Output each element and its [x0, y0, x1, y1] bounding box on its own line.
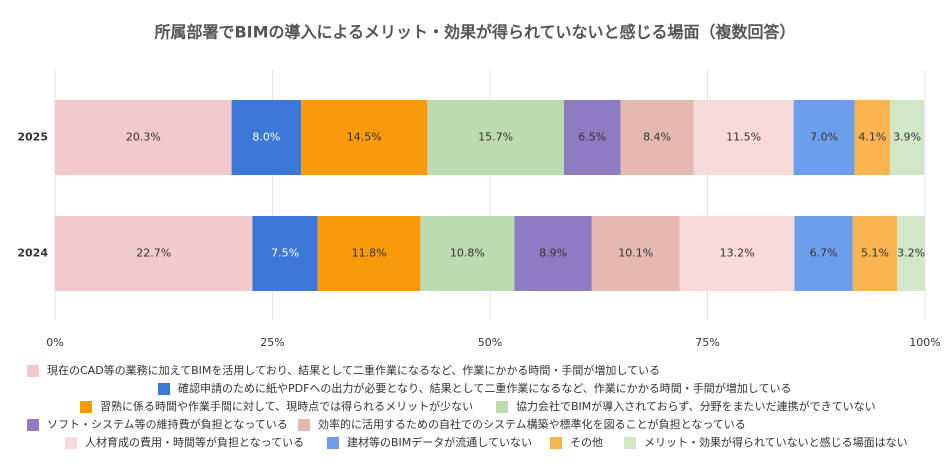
value-label: 3.9%: [893, 131, 921, 144]
legend-swatch: [550, 437, 562, 449]
value-label: 10.1%: [618, 247, 653, 260]
value-label: 7.0%: [810, 131, 838, 144]
legend-label: 確認申請のために紙やPDFへの出力が必要となり、結果として二重作業になるなど、作…: [178, 381, 791, 395]
bar-segment: [231, 100, 302, 175]
legend-label: ソフト・システム等の維持費が負担となっている: [47, 417, 288, 431]
value-label: 5.1%: [861, 247, 889, 260]
bar-segment: [852, 216, 898, 291]
legend-label: 人材育成の費用・時間等が負担となっている: [85, 435, 304, 449]
legend-swatch: [496, 401, 508, 413]
legend-swatch: [327, 437, 339, 449]
legend-swatch: [624, 437, 636, 449]
value-label: 7.5%: [271, 247, 299, 260]
bar-segment: [55, 216, 253, 291]
x-tick-label: 100%: [909, 336, 940, 349]
chart-title: 所属部署でBIMの導入によるメリット・効果が得られていないと感じる場面（複数回答…: [154, 23, 795, 42]
value-label: 6.5%: [578, 131, 606, 144]
bar-segment: [890, 100, 925, 175]
bar-segment: [793, 100, 855, 175]
bar-segment: [55, 100, 232, 175]
value-label: 20.3%: [126, 131, 161, 144]
bar-segment: [794, 216, 853, 291]
bar-segment: [693, 100, 794, 175]
value-label: 8.0%: [252, 131, 280, 144]
legend-label: 協力会社でBIMが導入されておらず、分野をまたいだ連携ができていない: [516, 399, 876, 413]
bar-segment: [897, 216, 925, 291]
bar-segment: [420, 216, 515, 291]
bar-segment: [252, 216, 318, 291]
x-tick-label: 25%: [260, 336, 284, 349]
value-label: 22.7%: [136, 247, 171, 260]
bar-segment: [301, 100, 428, 175]
bar-segment: [679, 216, 795, 291]
legend-label: 現在のCAD等の業務に加えてBIMを活用しており、結果として二重作業になるなど、…: [47, 363, 660, 377]
bar-segment: [620, 100, 694, 175]
y-tick-label: 2025: [17, 131, 48, 144]
legend-swatch: [158, 383, 170, 395]
legend-label: 習熟に係る時間や作業手間に対して、現時点では得られるメリットが少ない: [100, 399, 473, 413]
bar-segment: [317, 216, 421, 291]
legend-swatch: [27, 365, 39, 377]
legend-swatch: [65, 437, 77, 449]
legend-label: メリット・効果が得られていないと感じる場面はない: [644, 435, 908, 449]
value-label: 11.5%: [726, 131, 761, 144]
legend-label: 効率的に活用するための自社でのシステム構築や標準化を図ることが負担となっている: [318, 417, 746, 431]
legend-swatch: [298, 419, 310, 431]
legend-label: その他: [570, 436, 603, 449]
value-label: 15.7%: [478, 131, 513, 144]
legend-swatch: [80, 401, 92, 413]
bar-segment: [427, 100, 564, 175]
value-label: 8.9%: [539, 247, 567, 260]
legend-swatch: [27, 419, 39, 431]
x-tick-label: 75%: [695, 336, 719, 349]
y-tick-label: 2024: [17, 247, 48, 260]
bar-segment: [563, 100, 621, 175]
value-label: 11.8%: [352, 247, 387, 260]
x-tick-label: 50%: [478, 336, 502, 349]
value-label: 3.2%: [897, 247, 925, 260]
bar-segment: [591, 216, 680, 291]
value-label: 14.5%: [347, 131, 382, 144]
bar-segment: [514, 216, 592, 291]
value-label: 8.4%: [643, 131, 671, 144]
value-label: 6.7%: [810, 247, 838, 260]
value-label: 10.8%: [450, 247, 485, 260]
value-label: 13.2%: [720, 247, 755, 260]
bar-segment: [854, 100, 891, 175]
legend-label: 建材等のBIMデータが流通していない: [347, 435, 532, 449]
x-tick-label: 0%: [46, 336, 63, 349]
value-label: 4.1%: [858, 131, 886, 144]
